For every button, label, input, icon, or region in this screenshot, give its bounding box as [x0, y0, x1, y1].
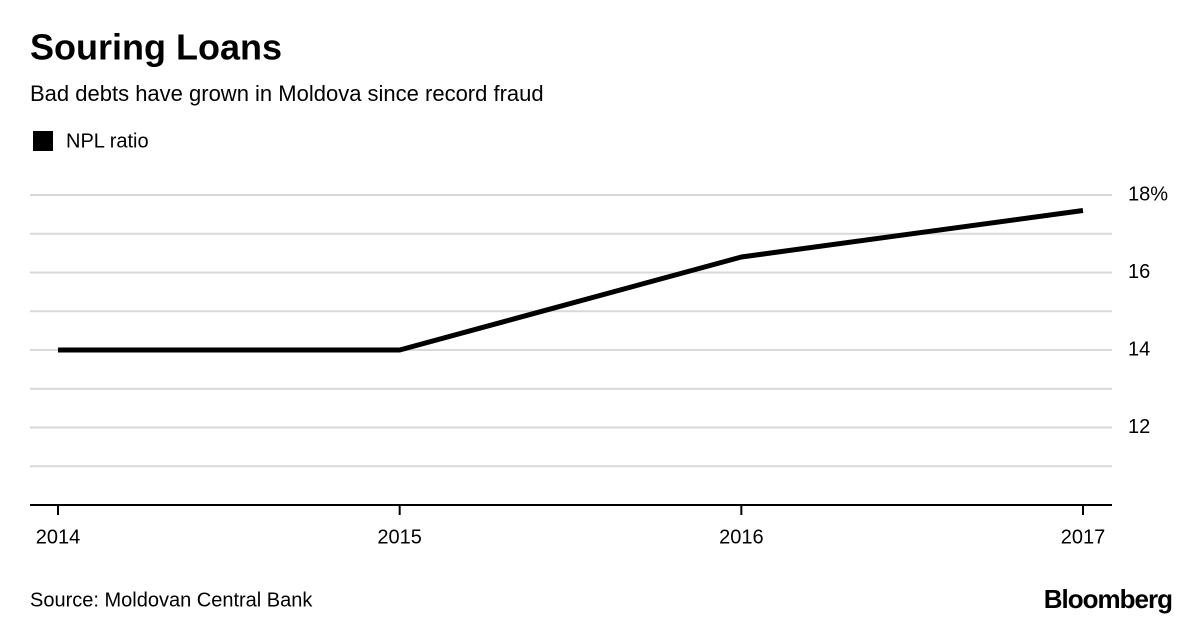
x-tick-label: 2017	[1061, 526, 1106, 548]
x-tick-label: 2015	[377, 526, 422, 548]
chart-title: Souring Loans	[30, 27, 282, 68]
brand: Bloomberg	[1044, 584, 1172, 614]
x-tick-label: 2014	[36, 526, 81, 548]
source: Source: Moldovan Central Bank	[30, 589, 313, 611]
y-tick-label: 12	[1128, 416, 1150, 438]
x-tick-label: 2016	[719, 526, 764, 548]
legend-swatch	[33, 131, 53, 151]
y-tick-label: 14	[1128, 338, 1150, 360]
legend-label: NPL ratio	[66, 130, 149, 152]
y-tick-label: 18%	[1128, 183, 1168, 205]
chart-subtitle: Bad debts have grown in Moldova since re…	[30, 81, 544, 106]
y-tick-label: 16	[1128, 261, 1150, 283]
line	[58, 208, 1084, 353]
